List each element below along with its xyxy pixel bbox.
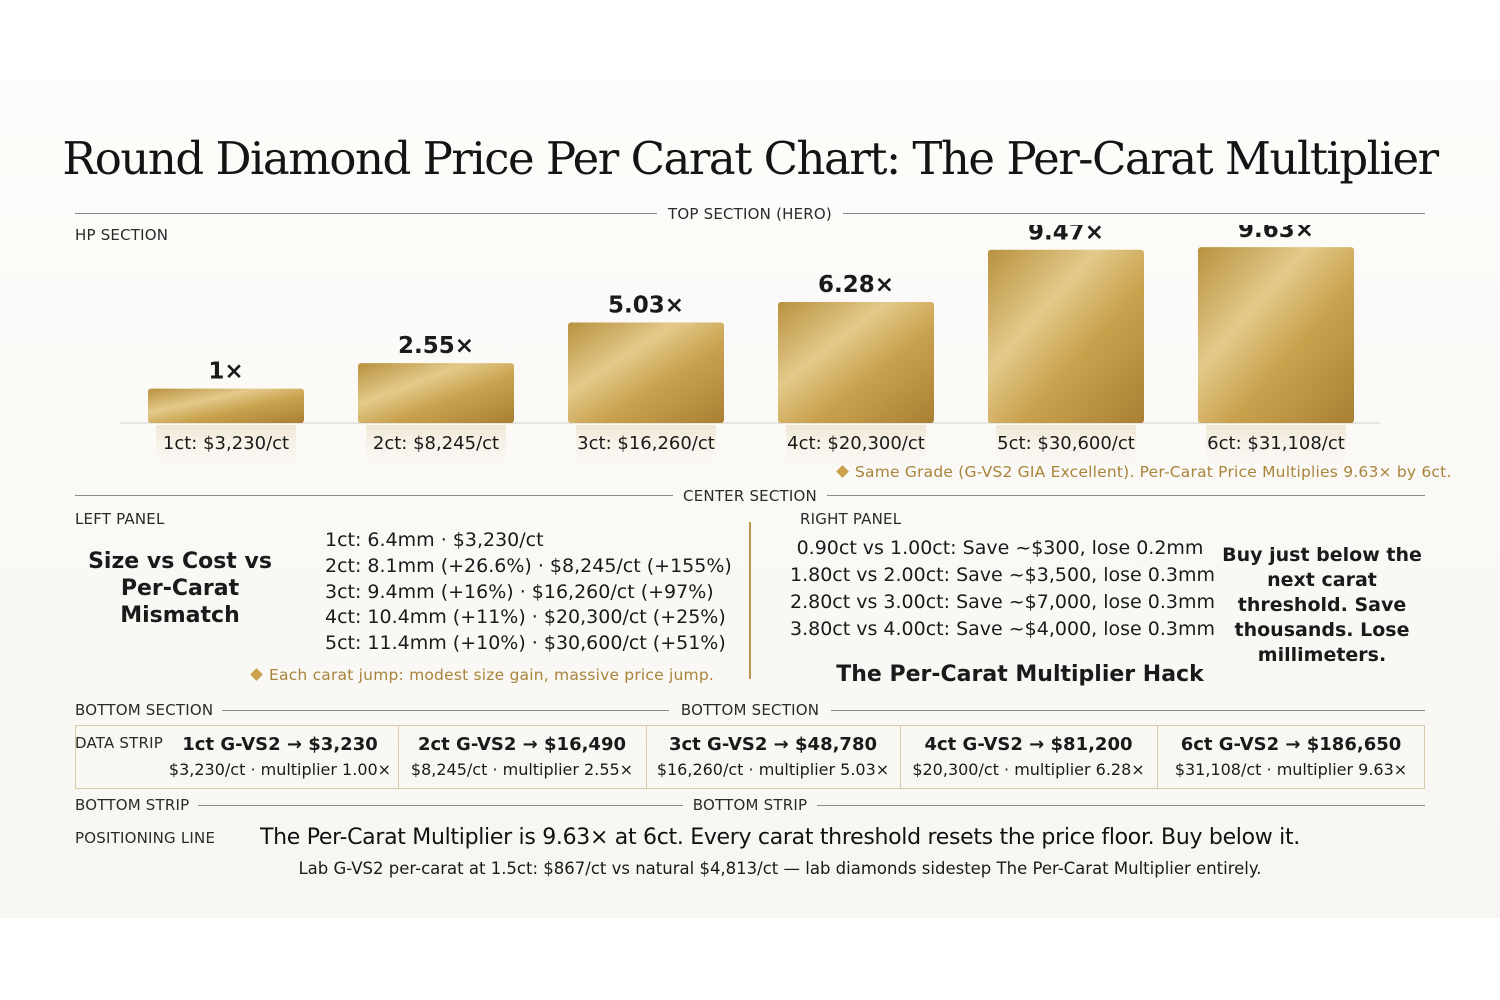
bottom-rule-right [831, 710, 1425, 711]
save-line-4: 3.80ct vs 4.00ct: Save ~$4,000, lose 0.3… [790, 618, 1215, 640]
strip-cell-2ct: 2ct G-VS2 → $16,490 $8,245/ct · multipli… [399, 727, 645, 787]
bottom-section-label-center: BOTTOM SECTION [680, 701, 820, 719]
positioning-footnote: Lab G-VS2 per-carat at 1.5ct: $867/ct vs… [298, 859, 1262, 878]
strip-cell-6ct: 6ct G-VS2 → $186,650 $31,108/ct · multip… [1158, 727, 1424, 787]
bar-category-label: 4ct: $20,300/ct [787, 433, 925, 454]
positioning-line-label: POSITIONING LINE [75, 829, 216, 847]
strip-cell-3ct: 3ct G-VS2 → $48,780 $16,260/ct · multipl… [647, 727, 899, 787]
positioning-statement: The Per-Carat Multiplier is 9.63× at 6ct… [260, 825, 1300, 850]
strip-cell-1ct: 1ct G-VS2 → $3,230 $3,230/ct · multiplie… [165, 727, 395, 787]
infographic-card [0, 80, 1500, 918]
strip-divider [900, 726, 901, 788]
data-strip [75, 725, 1425, 789]
chart-note-text: Same Grade (G-VS2 GIA Excellent). Per-Ca… [855, 463, 1452, 481]
growth-line-2ct: 2ct: 8.1mm (+26.6%) · $8,245/ct (+155%) [325, 555, 732, 577]
bar-reflection [996, 425, 1136, 469]
bottom-strip-rule-left [198, 805, 683, 806]
bar-3ct [568, 322, 724, 423]
bottom-strip-label-left: BOTTOM STRIP [75, 796, 190, 814]
bar-5ct [988, 249, 1144, 423]
hack-title: The Per-Carat Multiplier Hack [836, 662, 1204, 687]
growth-line-3ct: 3ct: 9.4mm (+16%) · $16,260/ct (+97%) [325, 581, 714, 603]
bar-1ct [148, 388, 304, 423]
save-line-3: 2.80ct vs 3.00ct: Save ~$7,000, lose 0.3… [790, 591, 1215, 613]
strip-cell-total: 2ct G-VS2 → $16,490 [417, 734, 627, 755]
growth-line-4ct: 4ct: 10.4mm (+11%) · $20,300/ct (+25%) [325, 606, 726, 628]
strip-divider [1157, 726, 1158, 788]
bottom-rule-left [222, 710, 669, 711]
left-panel-heading: Size vs Cost vs Per-Carat Mismatch [88, 549, 272, 628]
hp-section-label: HP SECTION [75, 226, 169, 244]
center-section-label: CENTER SECTION [683, 487, 817, 505]
growth-line-1ct: 1ct: 6.4mm · $3,230/ct [325, 529, 544, 551]
top-rule-right [843, 213, 1425, 214]
right-panel-label: RIGHT PANEL [800, 510, 902, 528]
center-rule-right [827, 495, 1425, 496]
bar-category-label: 1ct: $3,230/ct [163, 433, 289, 454]
buy-below-tip: Buy just below the next carat threshold.… [1222, 544, 1422, 666]
strip-divider [646, 726, 647, 788]
bar-2ct [358, 363, 514, 423]
diamond-bullet-icon [250, 668, 263, 681]
strip-divider [398, 726, 399, 788]
bar-reflection [1206, 425, 1346, 469]
bar-category-label: 6ct: $31,108/ct [1207, 433, 1345, 454]
bar-reflection [576, 425, 716, 469]
strip-cell-total: 4ct G-VS2 → $81,200 [924, 734, 1133, 755]
page-title: Round Diamond Price Per Carat Chart: The… [62, 132, 1439, 185]
strip-cell-detail: $20,300/ct · multiplier 6.28× [912, 760, 1145, 779]
strip-cell-total: 6ct G-VS2 → $186,650 [1180, 734, 1402, 755]
bar-category-label: 3ct: $16,260/ct [577, 433, 715, 454]
strip-cell-total: 1ct G-VS2 → $3,230 [182, 734, 378, 755]
strip-cell-detail: $8,245/ct · multiplier 2.55× [410, 760, 634, 779]
bar-6ct [1198, 247, 1354, 423]
bar-category-label: 2ct: $8,245/ct [373, 433, 499, 454]
chart-note: Same Grade (G-VS2 GIA Excellent). Per-Ca… [836, 463, 1452, 481]
bar-reflection [366, 425, 506, 469]
data-strip-label: DATA STRIP [75, 734, 163, 752]
diamond-bullet-icon [836, 465, 849, 478]
bar-value-label: 6.28× [818, 272, 894, 298]
bar-reflection [786, 425, 926, 469]
bar-4ct [778, 302, 934, 423]
bar-value-label: 9.47× [1028, 225, 1104, 246]
strip-cell-detail: $16,260/ct · multiplier 5.03× [656, 760, 890, 779]
left-panel-note: Each carat jump: modest size gain, massi… [250, 666, 715, 684]
top-section-label: TOP SECTION (HERO) [668, 205, 832, 223]
multiplier-bar-chart: 1× 1ct: $3,230/ct 2.55× 2ct: $8,245/ct 5.03×… [120, 225, 1380, 469]
top-rule-left [75, 213, 657, 214]
strip-cell-detail: $3,230/ct · multiplier 1.00× [168, 760, 392, 779]
bottom-section-label-left: BOTTOM SECTION [75, 701, 214, 719]
bar-value-label: 1× [208, 359, 243, 385]
bar-value-label: 5.03× [608, 293, 684, 319]
strip-cell-4ct: 4ct G-VS2 → $81,200 $20,300/ct · multipl… [901, 727, 1156, 787]
save-line-2: 1.80ct vs 2.00ct: Save ~$3,500, lose 0.3… [790, 564, 1215, 586]
center-rule-left [75, 495, 673, 496]
growth-line-5ct: 5ct: 11.4mm (+10%) · $30,600/ct (+51%) [325, 632, 726, 654]
save-line-1: 0.90ct vs 1.00ct: Save ~$300, lose 0.2mm [796, 537, 1204, 559]
strip-cell-detail: $31,108/ct · multiplier 9.63× [1174, 760, 1408, 779]
bottom-strip-label-center: BOTTOM STRIP [692, 796, 808, 814]
bar-category-label: 5ct: $30,600/ct [997, 433, 1135, 454]
left-panel-note-text: Each carat jump: modest size gain, massi… [269, 666, 715, 684]
left-panel-label: LEFT PANEL [75, 510, 165, 528]
bottom-strip-rule-right [817, 805, 1425, 806]
strip-cell-total: 3ct G-VS2 → $48,780 [668, 734, 878, 755]
bar-reflection [156, 425, 296, 469]
panel-divider [749, 522, 751, 679]
bar-value-label: 2.55× [398, 333, 474, 359]
bar-value-label: 9.63× [1238, 225, 1314, 243]
